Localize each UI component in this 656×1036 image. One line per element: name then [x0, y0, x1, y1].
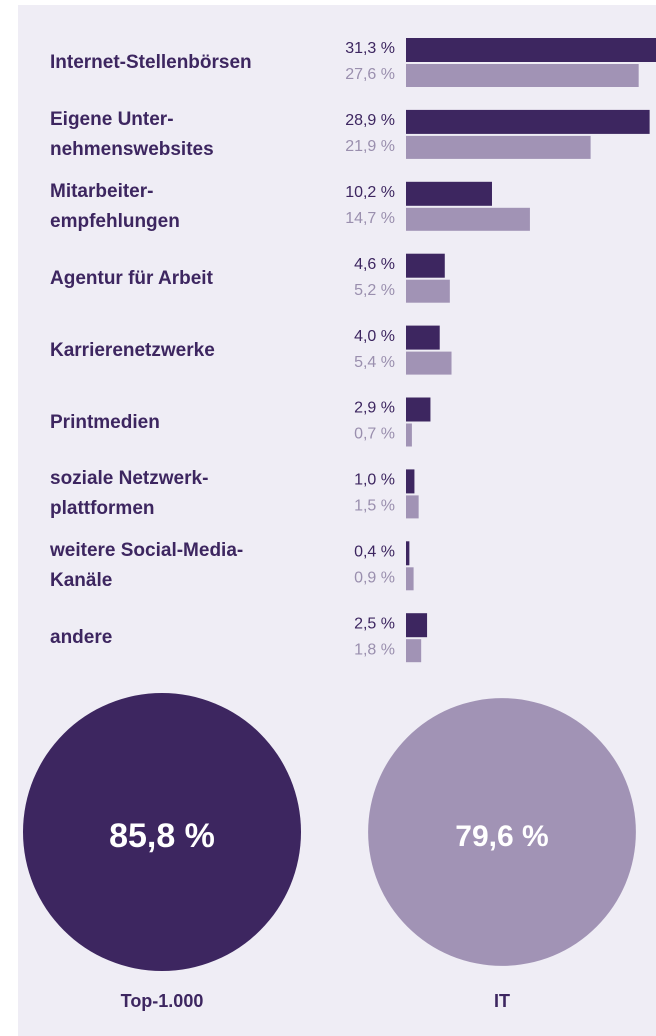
category-label: Agentur für Arbeit: [50, 267, 213, 289]
category-label: Internet-Stellenbörsen: [50, 52, 252, 73]
value-label: 0,9 %: [354, 570, 395, 587]
bubble: [368, 698, 636, 966]
bar: [406, 541, 410, 566]
bar: [406, 135, 591, 159]
value-label: 31,3 %: [345, 40, 395, 57]
bar: [406, 207, 530, 231]
value-label: 10,2 %: [345, 184, 395, 201]
bar: [406, 64, 639, 87]
bar: [406, 253, 445, 278]
bar: [406, 397, 431, 422]
value-label: 27,6 %: [345, 66, 395, 83]
category-label: Karrierenetzwerke: [50, 339, 215, 361]
bar: [406, 38, 656, 62]
value-label: 5,4 %: [354, 354, 395, 371]
bar: [406, 567, 414, 591]
value-label: 28,9 %: [345, 112, 395, 129]
bar: [406, 181, 492, 206]
value-label: 14,7 %: [345, 210, 395, 227]
value-label: 4,6 %: [354, 256, 395, 273]
bar: [406, 639, 422, 663]
value-label: 1,0 %: [354, 472, 395, 489]
category-label: Mitarbeiter- empfehlungen: [50, 180, 180, 232]
value-label: 21,9 %: [345, 138, 395, 155]
value-label: 1,8 %: [354, 641, 395, 658]
bubble-value: 85,8 %: [109, 817, 215, 855]
value-label: 0,7 %: [354, 426, 395, 443]
value-label: 1,5 %: [354, 498, 395, 515]
value-label: 2,5 %: [354, 615, 395, 632]
bar: [406, 279, 450, 303]
bar: [406, 423, 412, 447]
category-label: soziale Netzwerk- plattformen: [50, 468, 209, 520]
category-label: Eigene Unter- nehmenswebsites: [50, 108, 214, 160]
bubble-label: IT: [494, 991, 510, 1011]
bar: [406, 109, 650, 134]
bubble-label: Top-1.000: [121, 991, 204, 1011]
category-label: andere: [50, 627, 113, 649]
value-label: 2,9 %: [354, 400, 395, 417]
bubble: [23, 693, 301, 971]
category-label: Printmedien: [50, 411, 160, 433]
bar: [406, 469, 415, 494]
bar: [406, 351, 452, 375]
bar: [406, 325, 440, 350]
value-label: 0,4 %: [354, 544, 395, 561]
value-label: 4,0 %: [354, 328, 395, 345]
bubble-value: 79,6 %: [455, 820, 548, 853]
category-label: weitere Social-Media- Kanäle: [50, 540, 244, 592]
bar: [406, 495, 419, 519]
value-label: 5,2 %: [354, 282, 395, 299]
bar: [406, 613, 428, 638]
